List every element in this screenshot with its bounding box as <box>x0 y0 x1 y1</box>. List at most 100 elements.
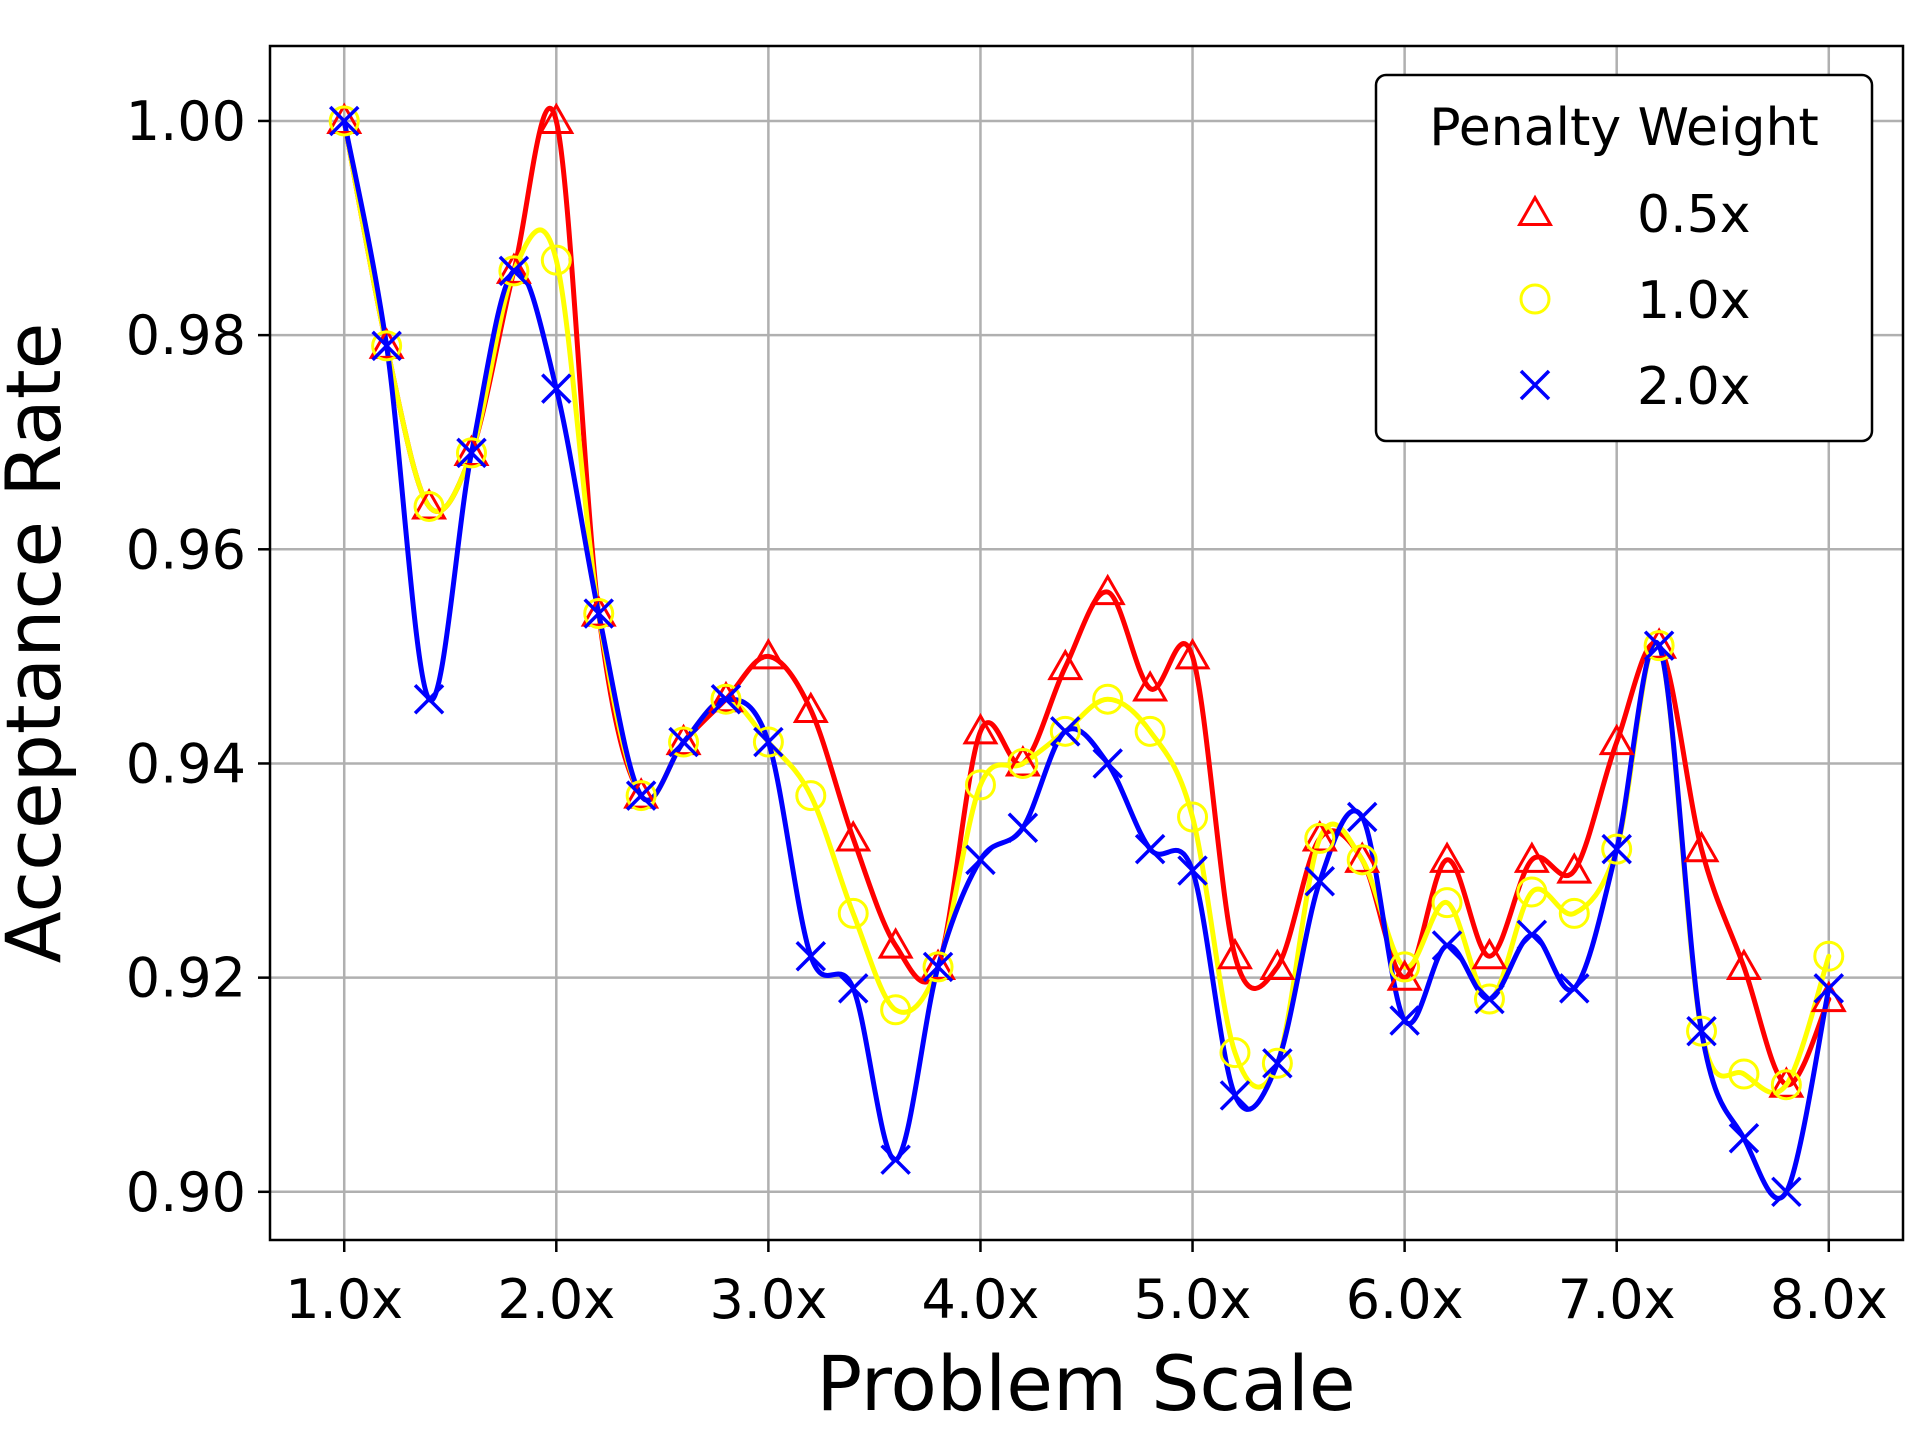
data-point-circle <box>1558 897 1590 929</box>
legend-box <box>1374 73 1874 443</box>
data-point-circle <box>752 726 784 758</box>
data-point-triangle <box>962 712 999 745</box>
data-point-x <box>922 951 954 983</box>
data-point-circle <box>1643 630 1675 662</box>
data-point-triangle <box>1174 637 1211 670</box>
data-point-circle <box>1304 822 1336 854</box>
data-point-triangle <box>538 102 575 135</box>
data-point-x <box>837 973 869 1004</box>
data-point-circle <box>625 780 657 812</box>
data-point-circle <box>1007 747 1039 779</box>
x-tick-label: 4.0x <box>922 1268 1040 1331</box>
x-axis-title: Problem Scale <box>816 1339 1355 1428</box>
data-point-x <box>1431 930 1463 961</box>
data-point-triangle <box>1301 820 1338 852</box>
data-point-circle <box>880 994 912 1026</box>
data-point-x <box>1728 1123 1760 1154</box>
x-tick-label: 2.0x <box>497 1268 615 1331</box>
data-point-x <box>1262 1048 1293 1079</box>
legend-items: 0.5x 1.0x 2.0x <box>1517 185 1750 417</box>
data-point-circle <box>1092 683 1124 715</box>
data-point-circle <box>837 897 869 929</box>
data-point-circle <box>1389 951 1421 983</box>
data-point-triangle <box>1725 948 1762 980</box>
data-point-triangle <box>1768 1066 1805 1098</box>
series-line-2.0x <box>341 118 1832 1201</box>
data-point-triangle <box>1132 670 1169 702</box>
data-point-triangle <box>1429 841 1466 873</box>
data-point-circle <box>1134 715 1166 747</box>
y-tick-label: 0.96 <box>126 518 246 581</box>
data-point-triangle <box>1089 573 1126 606</box>
data-point-circle <box>1473 983 1505 1015</box>
x-tick-label: 5.0x <box>1134 1268 1252 1331</box>
data-point-triangle <box>920 948 957 980</box>
data-point-circle <box>1431 887 1463 919</box>
data-point-x <box>498 255 530 287</box>
data-point-x <box>1177 855 1208 886</box>
data-point-circle <box>668 726 700 758</box>
data-point-triangle <box>623 777 660 809</box>
data-point-triangle <box>411 488 448 520</box>
data-point-circle <box>1261 1047 1293 1079</box>
x-tick-label: 1.0x <box>285 1268 403 1331</box>
data-point-x <box>1601 833 1632 865</box>
data-point-triangle <box>1556 852 1593 884</box>
data-point-x <box>1516 919 1548 951</box>
data-point-circle <box>1516 876 1548 908</box>
legend-title: Penalty Weight <box>1429 98 1819 158</box>
data-point-triangle <box>1216 937 1253 970</box>
data-point-triangle <box>495 252 532 284</box>
data-point-x <box>1134 833 1166 865</box>
data-point-x <box>371 330 402 362</box>
data-point-triangle <box>1344 841 1381 873</box>
legend-marker-circle <box>1519 283 1551 315</box>
data-point-x <box>795 940 827 972</box>
legend-marker-x <box>1519 369 1551 401</box>
data-point-circle <box>1728 1058 1760 1090</box>
data-point-x <box>1474 983 1505 1015</box>
data-point-triangle <box>453 434 490 466</box>
data-point-x <box>1219 1080 1251 1111</box>
data-point-x <box>668 726 699 758</box>
data-point-circle <box>455 437 487 469</box>
data-point-circle <box>328 105 360 137</box>
data-point-x <box>583 598 614 629</box>
data-point-triangle <box>368 327 405 359</box>
data-point-x <box>413 683 445 715</box>
data-point-circle <box>710 683 742 715</box>
data-point-circle <box>1601 833 1633 865</box>
data-point-circle <box>1177 801 1209 833</box>
x-tick-label: 3.0x <box>709 1268 827 1331</box>
data-point-x <box>1304 866 1336 897</box>
legend: Penalty Weight 0.5x 1.0x 2.0x <box>1374 73 1874 443</box>
plot-frame <box>268 44 1905 1242</box>
data-point-triangle <box>665 723 702 756</box>
data-point-circle <box>795 780 827 812</box>
data-point-circle <box>1219 1037 1251 1069</box>
data-point-triangle <box>877 927 914 959</box>
data-point-x <box>1007 812 1039 843</box>
legend-label: 1.0x <box>1637 271 1750 331</box>
data-point-triangle <box>1598 723 1635 756</box>
data-point-triangle <box>835 820 872 852</box>
legend-label: 0.5x <box>1637 185 1750 245</box>
data-point-triangle <box>707 680 744 713</box>
data-point-circle <box>964 769 996 801</box>
data-point-triangle <box>1004 745 1041 777</box>
data-point-circle <box>922 951 954 983</box>
data-point-triangle <box>1683 830 1720 863</box>
data-point-x <box>456 437 487 469</box>
axis-ticks: 1.0x 2.0x 3.0x 4.0x 5.0x 6.0x 7.0x 8.0x 0.90 0.92… <box>126 90 1888 1331</box>
data-point-x <box>1559 973 1590 1004</box>
data-point-x <box>541 373 572 404</box>
data-point-triangle <box>1641 627 1678 659</box>
data-point-circle <box>540 244 572 276</box>
data-point-x <box>625 780 657 811</box>
data-point-x <box>753 726 784 758</box>
data-point-circle <box>498 255 530 287</box>
data-point-circle <box>583 598 615 630</box>
data-point-circle <box>413 490 445 522</box>
